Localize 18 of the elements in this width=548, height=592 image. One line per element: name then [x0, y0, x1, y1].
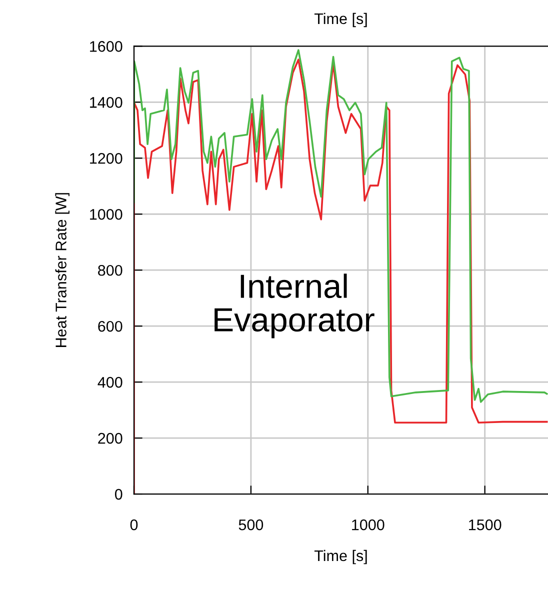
x-tick-label: 1500: [469, 519, 502, 530]
y-axis-title: Heat Transfer Rate [W]: [55, 193, 70, 347]
y-tick-label: 0: [114, 488, 122, 500]
y-tick-label: 1200: [90, 153, 122, 164]
y-tick-label: 600: [98, 320, 122, 332]
chart-title: Time [s]: [314, 12, 367, 28]
annotation: Internal Evaporator: [214, 274, 374, 338]
y-tick-label: 400: [98, 376, 122, 388]
x-tick-label: 500: [238, 519, 264, 530]
y-tick-label: 1000: [90, 208, 122, 220]
x-tick-label: 1000: [352, 519, 384, 530]
line-series: [134, 49, 548, 403]
y-tick-label: 200: [98, 432, 122, 444]
y-tick-label: 800: [98, 264, 122, 276]
x-tick-label: 0: [130, 519, 138, 530]
y-tick-label: 1400: [90, 97, 122, 108]
x-axis-title: Time [s]: [314, 550, 367, 564]
y-tick-label: 1600: [90, 41, 122, 52]
